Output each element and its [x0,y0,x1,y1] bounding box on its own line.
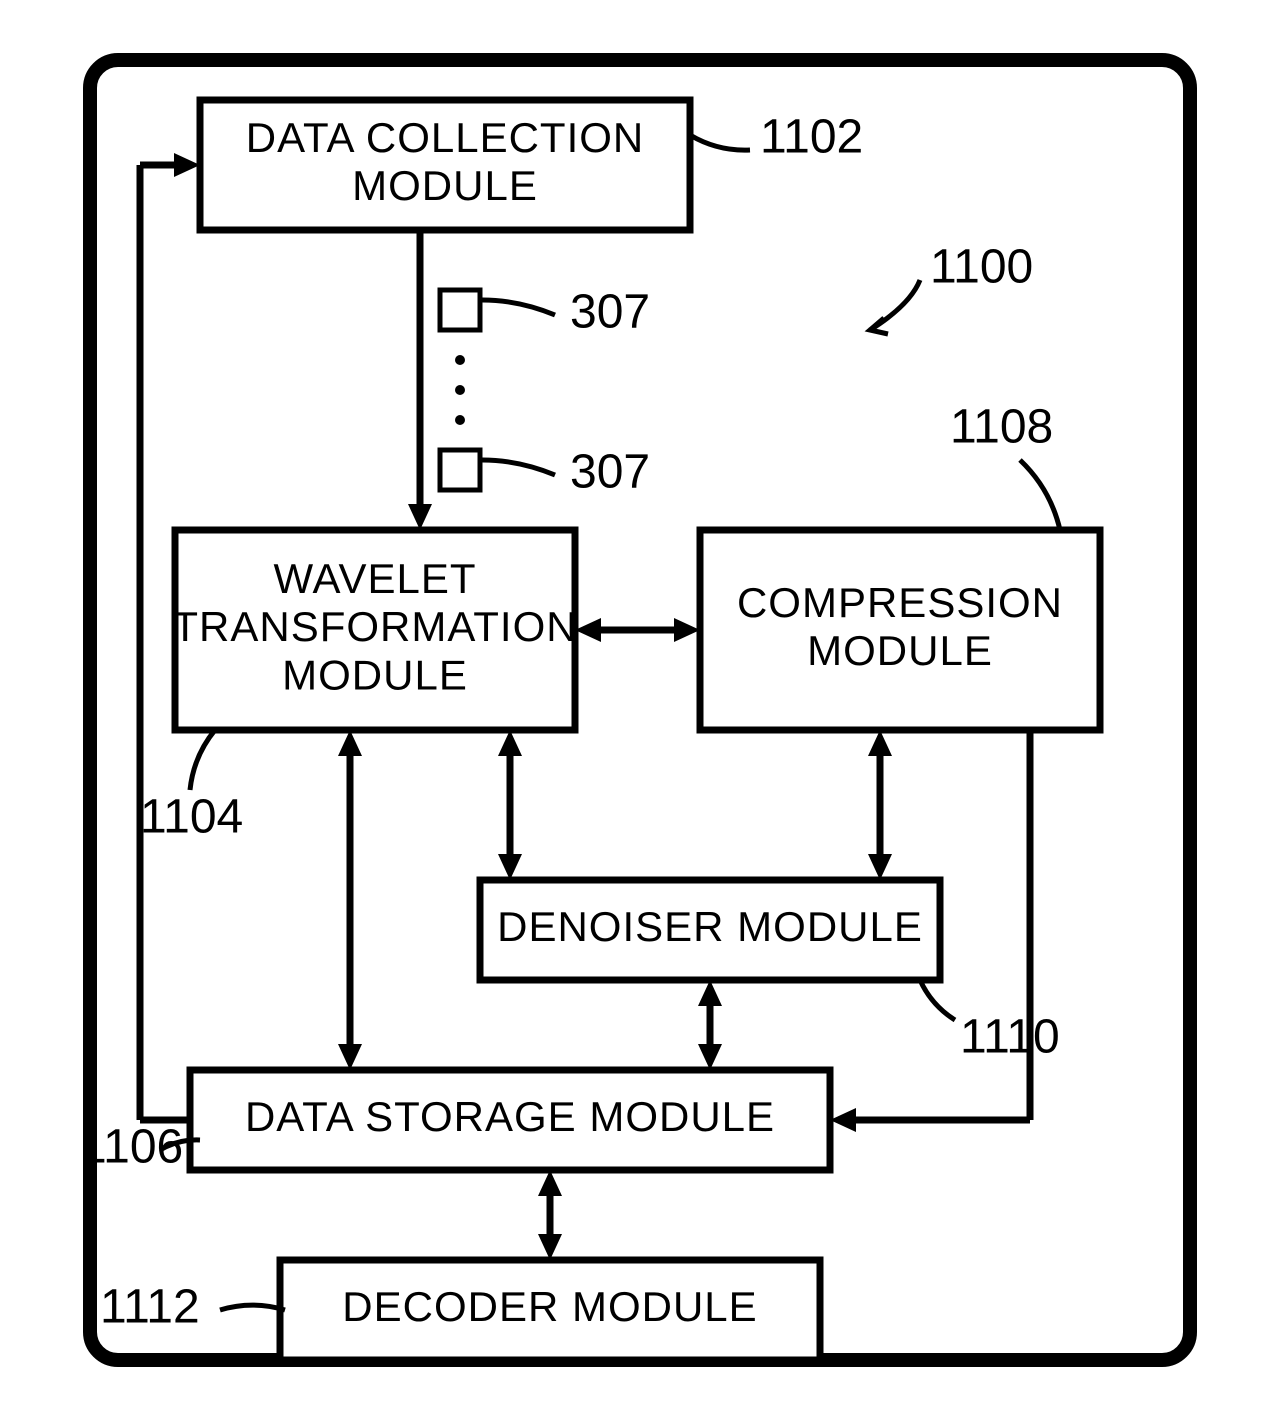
arrowhead [575,618,601,642]
data_collection-ref: 1102 [760,111,863,164]
ellipsis-dot [455,415,465,425]
arrowhead [498,730,522,756]
figure-ref: 1100 [930,241,1033,294]
arrowhead [868,854,892,880]
data-packet-box [440,450,480,490]
compression-label: COMPRESSION [737,579,1063,626]
arrowhead [698,1044,722,1070]
decoder-label: DECODER MODULE [342,1283,757,1330]
arrowhead [698,980,722,1006]
data_collection-label: MODULE [352,162,538,209]
ellipsis-dot [455,385,465,395]
data_collection-leader [690,135,750,150]
arrowhead [338,1044,362,1070]
data-packet-leader [480,300,555,315]
compression-label: MODULE [807,627,993,674]
arrowhead [338,730,362,756]
compression-ref: 1108 [950,401,1053,454]
denoiser-ref: 1110 [960,1011,1060,1064]
data-packet-box [440,290,480,330]
data_storage-label: DATA STORAGE MODULE [245,1093,775,1140]
arrowhead [830,1108,856,1132]
data-packet-leader [480,460,555,475]
arrowhead [498,854,522,880]
arrowhead [538,1170,562,1196]
ellipsis-dot [455,355,465,365]
data_collection-label: DATA COLLECTION [246,114,645,161]
data-packet-ref: 307 [570,446,650,499]
arrowhead [174,153,200,177]
wavelet-ref: 1104 [140,791,243,844]
denoiser-label: DENOISER MODULE [497,903,923,950]
arrowhead [408,504,432,530]
wavelet-label: TRANSFORMATION [172,603,577,650]
compression-leader [1020,460,1060,530]
wavelet-leader [190,730,215,790]
wavelet-label: WAVELET [273,555,476,602]
data-packet-ref: 307 [570,286,650,339]
arrowhead [538,1234,562,1260]
decoder-leader [220,1305,285,1310]
denoiser-leader [920,980,955,1020]
decoder-ref: 1112 [100,1281,200,1334]
arrowhead [868,730,892,756]
wavelet-label: MODULE [282,651,468,698]
arrowhead [674,618,700,642]
